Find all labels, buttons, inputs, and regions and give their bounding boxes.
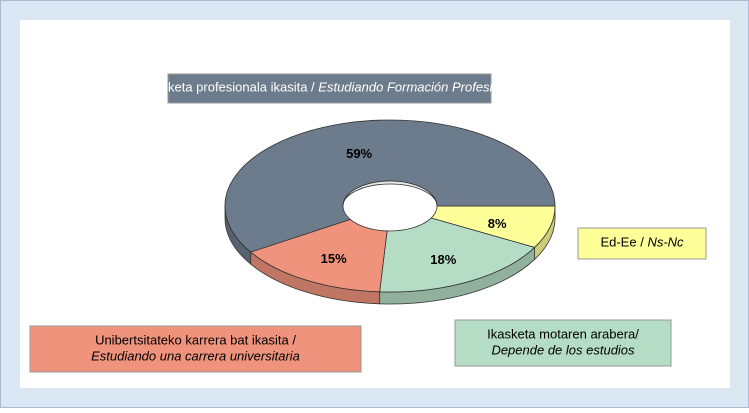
category-label-part: Heziketa profesionala ikasita / <box>142 80 315 95</box>
category-label: Heziketa profesionala ikasita / Estudian… <box>142 80 518 95</box>
value-label: 15% <box>321 251 347 266</box>
category-label: Depende de los estudios <box>491 342 635 357</box>
category-label: Ikasketa motaren arabera/ <box>487 326 639 341</box>
value-label: 59% <box>346 146 372 161</box>
category-label: Unibertsitateko karrera bat ikasita / <box>95 332 296 347</box>
category-label-part: Ns-Nc <box>647 235 684 250</box>
category-label-box <box>29 325 362 373</box>
hole-wall <box>342 180 438 207</box>
category-label-part: Estudiando Formación Profesional <box>318 80 518 95</box>
value-label: 8% <box>488 216 507 231</box>
slice <box>249 218 388 293</box>
category-label-box <box>167 73 492 104</box>
category-label-box <box>454 319 672 367</box>
category-label: Ed-Ee / Ns-Nc <box>600 235 684 250</box>
value-label: 18% <box>430 252 456 267</box>
category-label: Estudiando una carrera universitaria <box>91 348 300 363</box>
slice <box>379 217 536 293</box>
category-label-box <box>577 227 707 260</box>
category-label-part: Ed-Ee / <box>600 235 644 250</box>
